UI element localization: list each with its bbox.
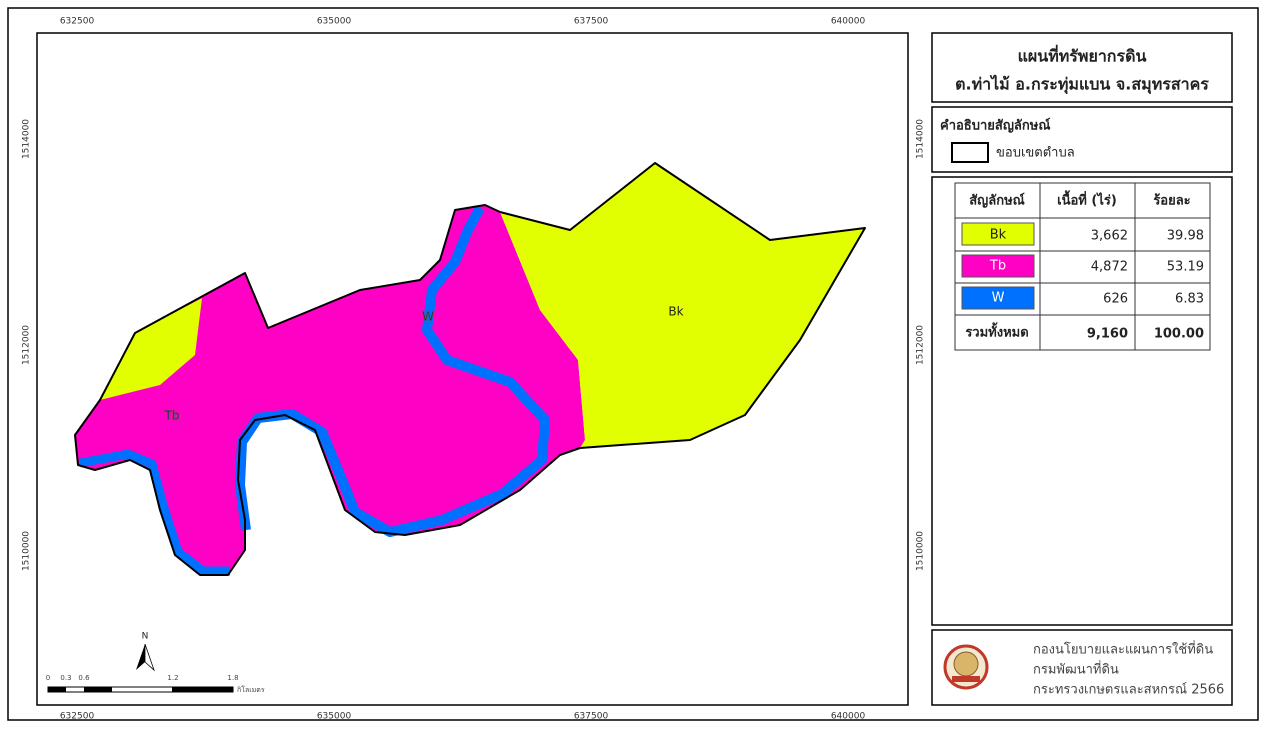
table-cell-text: 6.83 [1175, 292, 1204, 307]
coord-label: 637500 [574, 712, 609, 722]
coord-label: 640000 [831, 17, 866, 27]
table-total: 100.00 [1154, 327, 1204, 342]
table-cell-text: 3,662 [1091, 229, 1128, 244]
table-total-label: รวมทั้งหมด [965, 322, 1028, 341]
soil-swatch [961, 222, 1035, 246]
coord-label: 1512000 [22, 325, 32, 365]
scale-segment [172, 687, 233, 692]
coord-label: 1514000 [22, 119, 32, 159]
coord-label: 635000 [317, 17, 352, 27]
tb-area [75, 205, 585, 575]
table-cell [1039, 314, 1136, 351]
scale-segment [48, 687, 66, 692]
soil-swatch [961, 286, 1035, 310]
table-header: สัญลักษณ์ [969, 193, 1024, 209]
legend-title: คำอธิบายสัญลักษณ์ [940, 118, 1050, 134]
bk-area-west [100, 298, 202, 400]
scale-label: 0.6 [78, 674, 90, 682]
north-arrow: N [136, 632, 155, 672]
table-cell-text: 4,872 [1091, 260, 1128, 275]
scale-unit: กิโลเมตร [237, 685, 265, 694]
coord-label: 1510000 [22, 531, 32, 571]
scale-segment [84, 687, 112, 692]
soil-swatch [961, 254, 1035, 278]
logo-center [953, 651, 979, 677]
table-cell [1039, 250, 1136, 284]
footer-line: กรมพัฒนาที่ดิน [1033, 661, 1119, 678]
map-label: W [422, 310, 434, 324]
table-cell [954, 182, 1041, 219]
soil-map: Tb W Bk [74, 162, 866, 576]
table-cell [1134, 182, 1211, 219]
table-header: เนื้อที่ (ไร่) [1057, 190, 1117, 209]
soil-table: สัญลักษณ์ เนื้อที่ (ไร่) ร้อยละ Bk 3,662… [954, 182, 1211, 351]
scale-label: 1.2 [167, 674, 178, 682]
table-total: 9,160 [1087, 327, 1128, 342]
tambon-boundary [74, 162, 866, 576]
title-box [931, 32, 1233, 103]
coord-label: 632500 [60, 17, 95, 27]
footer-line: กองนโยบายและแผนการใช้ที่ดิน [1033, 641, 1213, 658]
coord-label: 637500 [574, 17, 609, 27]
scale-label: 1.8 [227, 674, 238, 682]
scale-label: 0 [46, 674, 50, 682]
table-cell-text: Bk [990, 228, 1007, 243]
legend-item: ขอบเขตตำบล [996, 146, 1075, 161]
arrow-half [144, 643, 155, 672]
coord-label: 1514000 [916, 119, 926, 159]
legend-swatch [951, 142, 989, 163]
table-cell [1039, 182, 1136, 219]
table-cell [1134, 217, 1211, 252]
footer-line: กระทรวงเกษตรและสหกรณ์ 2566 [1033, 682, 1224, 698]
table-cell-text: 39.98 [1167, 229, 1204, 244]
logo-ribbon [952, 676, 980, 682]
table-cell [1134, 314, 1211, 351]
table-cell-text: 53.19 [1167, 260, 1204, 275]
coord-label: 632500 [60, 712, 95, 722]
w-river [79, 449, 230, 576]
map-label: Bk [668, 305, 683, 319]
agency-logo [943, 644, 989, 690]
coordinate-labels: 632500 635000 637500 640000 632500 63500… [22, 17, 926, 722]
arrow-half [136, 644, 145, 670]
table-cell [954, 314, 1041, 351]
bk-area-east [500, 163, 865, 448]
map-label: Tb [164, 409, 180, 423]
table-cell-text: 626 [1103, 292, 1128, 307]
scale-label: 0.3 [60, 674, 71, 682]
table-header: ร้อยละ [1153, 193, 1190, 209]
subtitle: ต.ท่าไม้ อ.กระทุ่มแบน จ.สมุทรสาคร [955, 75, 1209, 95]
table-cell-text: Tb [989, 259, 1006, 274]
north-label: N [142, 632, 149, 642]
scale-bar: 0 0.3 0.6 1.2 1.8 กิโลเมตร [46, 674, 265, 694]
w-river [235, 205, 550, 537]
table-cell-text: W [992, 291, 1005, 306]
title: แผนที่ทรัพยากรดิน [1018, 45, 1147, 66]
coord-label: 640000 [831, 712, 866, 722]
coord-label: 1510000 [916, 531, 926, 571]
coord-label: 635000 [317, 712, 352, 722]
coord-label: 1512000 [916, 325, 926, 365]
